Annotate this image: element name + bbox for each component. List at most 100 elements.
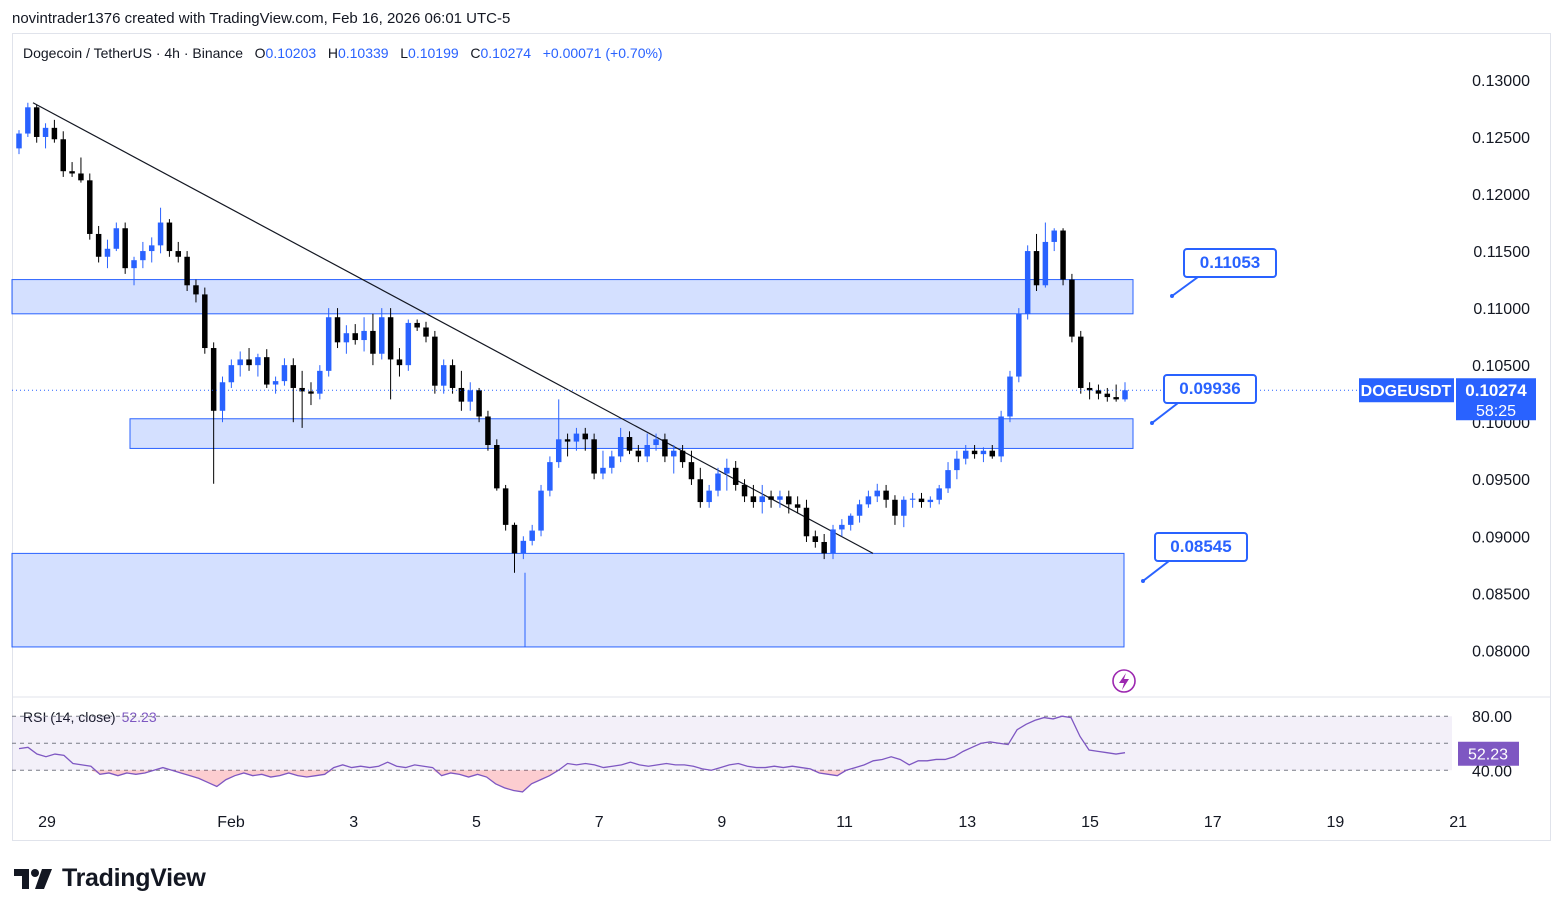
candle xyxy=(945,462,951,493)
candle-body xyxy=(812,536,819,542)
candle-body xyxy=(962,450,969,459)
candle xyxy=(237,351,243,377)
candle-body xyxy=(16,133,22,149)
candle xyxy=(193,279,199,303)
tradingview-logo-icon xyxy=(14,868,52,889)
tradingview-brand[interactable]: TradingView xyxy=(14,864,206,893)
symbol-label[interactable]: Dogecoin / TetherUS · 4h · Binance xyxy=(23,45,243,61)
price-callout: 0.09936 xyxy=(1150,374,1257,425)
ohlc-legend: Dogecoin / TetherUS · 4h · Binance O0.10… xyxy=(23,45,663,61)
change-value: +0.00071 (+0.70%) xyxy=(542,45,663,61)
candle-body xyxy=(1069,279,1075,337)
candle-body xyxy=(927,499,934,503)
candle-body xyxy=(954,458,960,471)
last-price-badge xyxy=(1456,378,1536,421)
candle-body xyxy=(104,248,111,257)
candle-body xyxy=(69,171,75,174)
candle-body xyxy=(387,317,394,360)
x-tick-label: 9 xyxy=(717,814,726,831)
candle-body xyxy=(60,139,66,172)
candle xyxy=(520,536,527,560)
low-label: L xyxy=(400,45,409,61)
candle-body xyxy=(1095,390,1102,394)
candle-body xyxy=(264,357,270,385)
candle xyxy=(485,410,491,451)
candle xyxy=(140,241,146,269)
candle-body xyxy=(529,530,535,541)
candle-body xyxy=(679,450,686,463)
x-tick-label: 3 xyxy=(349,814,358,831)
candle-body xyxy=(759,496,765,503)
candle xyxy=(989,445,996,459)
candle-body xyxy=(334,317,341,343)
high-value: 0.10339 xyxy=(337,45,389,61)
candle-body xyxy=(936,488,942,500)
candle-body xyxy=(502,488,509,525)
candle-body xyxy=(971,450,978,455)
open-value: 0.10203 xyxy=(265,45,317,61)
candle xyxy=(361,317,367,352)
candle xyxy=(228,359,235,388)
flash-icon[interactable] xyxy=(1112,669,1136,693)
candle xyxy=(343,325,350,354)
open-label: O xyxy=(254,45,266,61)
candle xyxy=(538,484,544,537)
attribution-text: novintrader1376 created with TradingView… xyxy=(12,10,511,27)
candle-body xyxy=(131,260,137,269)
candle-body xyxy=(193,285,199,295)
x-tick-label: Feb xyxy=(217,814,245,831)
callout-label: 0.09936 xyxy=(1179,379,1240,398)
candle xyxy=(458,370,465,411)
candle xyxy=(16,130,22,155)
candle xyxy=(591,433,597,480)
candle xyxy=(33,105,40,143)
candle-body xyxy=(308,391,314,394)
candle-body xyxy=(617,437,624,457)
candle xyxy=(547,456,553,497)
candle xyxy=(847,513,854,531)
candle-body xyxy=(272,381,279,385)
candle-body xyxy=(697,479,704,503)
candle xyxy=(812,530,819,548)
candle xyxy=(423,321,429,343)
y-tick-label: 0.08500 xyxy=(1472,586,1530,603)
candle-body xyxy=(476,390,482,417)
candle xyxy=(1104,387,1111,402)
candle xyxy=(387,308,394,400)
candle xyxy=(573,427,580,451)
candle xyxy=(1033,233,1040,291)
candle-body xyxy=(352,333,358,341)
candle xyxy=(51,119,58,143)
candle-body xyxy=(219,382,226,411)
candle xyxy=(936,484,942,505)
candle-body xyxy=(662,439,668,457)
candle-body xyxy=(379,317,385,354)
candle xyxy=(962,445,969,465)
candle xyxy=(759,484,765,514)
candle xyxy=(671,445,677,474)
candle xyxy=(352,324,358,345)
candle-body xyxy=(688,462,695,480)
candle xyxy=(1024,245,1031,320)
candle-body xyxy=(671,450,677,457)
price-callout: 0.08545 xyxy=(1141,532,1248,583)
candle xyxy=(1122,382,1128,402)
candle xyxy=(1051,228,1057,252)
candle-body xyxy=(1042,241,1049,286)
candle xyxy=(1086,382,1093,400)
rsi-label[interactable]: RSI (14, close) xyxy=(23,709,116,725)
candle-body xyxy=(467,390,473,402)
candle-body xyxy=(51,127,58,140)
demand-zone xyxy=(11,552,1125,648)
candle-body xyxy=(33,107,40,137)
candle-body xyxy=(741,484,748,497)
candle-body xyxy=(1051,230,1057,242)
candle-body xyxy=(1078,336,1084,388)
candle-body xyxy=(42,127,49,137)
x-tick-label: 15 xyxy=(1081,814,1099,831)
candle-body xyxy=(600,467,606,474)
candle-body xyxy=(901,499,907,516)
brand-name: TradingView xyxy=(62,864,206,892)
candle-body xyxy=(715,473,721,491)
